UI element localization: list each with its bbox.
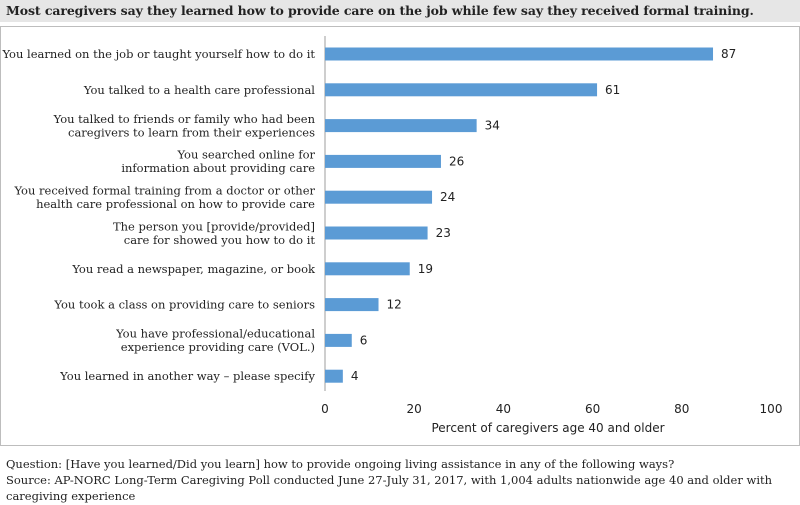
bar [325,369,343,383]
category-label-line: You learned in another way – please spec… [59,369,315,383]
category-label-line: You learned on the job or taught yoursel… [1,47,315,61]
data-label: 24 [440,190,455,204]
bar [325,298,379,312]
category-label-line: You read a newspaper, magazine, or book [71,262,316,276]
x-tick-label: 80 [674,402,689,416]
category-label: You talked to a health care professional [83,83,315,97]
data-label: 87 [721,47,736,61]
category-label: You talked to friends or family who had … [53,112,316,140]
data-label: 34 [485,119,500,133]
category-label-line: You talked to friends or family who had … [53,112,316,126]
data-label: 19 [418,262,433,276]
bar [325,262,410,276]
category-label: The person you [provide/provided] care fo… [113,219,315,247]
bar [325,226,428,240]
category-label-line: The person you [provide/provided] [113,219,315,233]
data-label: 26 [449,154,464,168]
source-note: Source: AP-NORC Long-Term Caregiving Pol… [6,473,773,503]
category-label-line: You have professional/educational [115,327,315,341]
bar-chart: 87 You learned on the job or taught yours… [1,36,783,435]
category-label: You received formal training from a doct… [13,183,315,211]
title-bar: Most caregivers say they learned how to … [0,0,800,22]
chart-notes: Question: [Have you learned/Did you lear… [6,456,796,504]
category-label: You took a class on providing care to se… [53,298,315,312]
category-label-line: You received formal training from a doct… [13,183,315,197]
x-tick-label: 0 [321,402,329,416]
x-tick-label: 40 [496,402,511,416]
x-tick-label: 20 [407,402,422,416]
bar [325,83,598,97]
category-label: You searched online for information about… [121,148,315,176]
x-axis-title: Percent of caregivers age 40 and older [431,421,664,435]
category-label-line: caregivers to learn from their experienc… [68,125,315,139]
bar [325,190,433,204]
category-label-line: health care professional on how to provi… [36,197,315,211]
category-label: You have professional/educational experie… [115,327,315,355]
category-label-line: care for showed you how to do it [124,233,316,247]
x-tick-label: 100 [760,402,783,416]
category-label-line: experience providing care (VOL.) [121,340,315,354]
data-label: 23 [436,226,451,240]
category-label: You read a newspaper, magazine, or book [71,262,316,276]
category-label-line: You talked to a health care professional [83,83,315,97]
x-tick-label: 60 [585,402,600,416]
category-label: You learned on the job or taught yoursel… [1,47,315,61]
data-label: 12 [387,298,402,312]
category-label: You learned in another way – please spec… [59,369,315,383]
category-label-line: You searched online for [176,148,315,162]
bar [325,154,441,168]
category-label-line: You took a class on providing care to se… [53,298,315,312]
chart-title: Most caregivers say they learned how to … [6,3,754,18]
question-note: Question: [Have you learned/Did you lear… [6,457,675,471]
data-label: 61 [605,83,620,97]
bar [325,333,352,347]
bar [325,47,714,61]
category-label-line: information about providing care [121,161,315,175]
data-label: 6 [360,333,368,347]
bar [325,119,477,133]
data-label: 4 [351,369,359,383]
